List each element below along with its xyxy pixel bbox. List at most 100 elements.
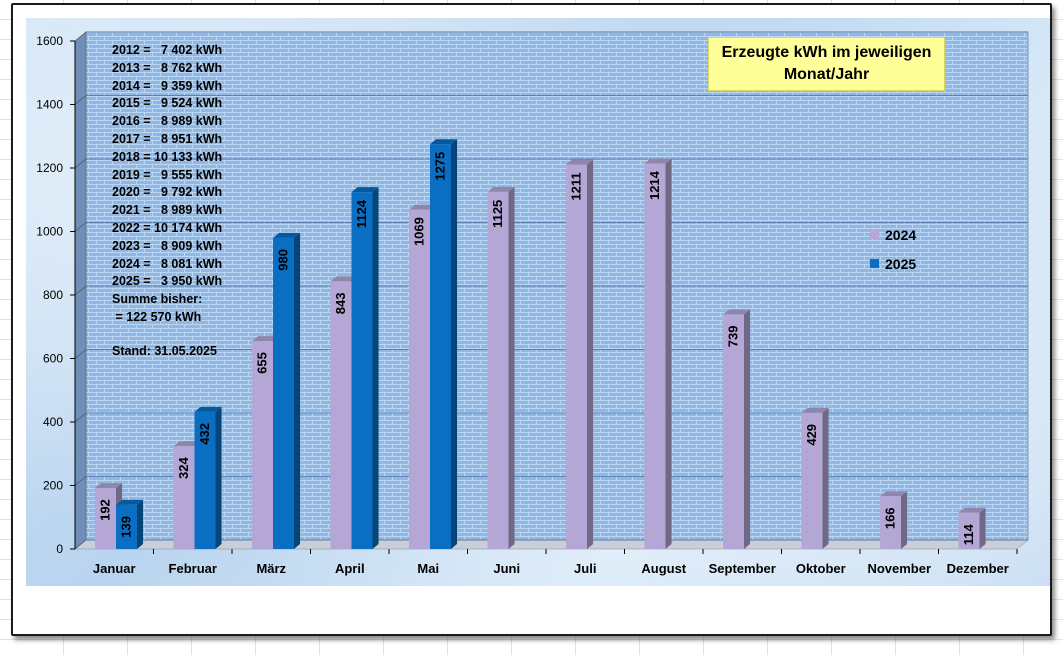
bar-2024-Oktober[interactable]: 429: [801, 407, 829, 549]
bar-2025-April[interactable]: 1124: [351, 187, 379, 549]
bar-2024-Juli[interactable]: 1211: [566, 159, 594, 549]
bar-front-face: [252, 341, 273, 549]
data-label: 166: [883, 507, 898, 529]
x-tick-label: März: [256, 561, 286, 576]
bar-front-face: [330, 281, 352, 549]
bar-2024-Juni[interactable]: 1125: [487, 186, 515, 550]
bar-side-face: [901, 491, 908, 549]
total-2018: 2018 = 10 133 kWh: [112, 149, 223, 164]
bar-side-face: [587, 159, 594, 549]
gridline-side: [74, 412, 87, 423]
bar-front-face: [723, 314, 744, 549]
bar-top-face: [566, 159, 594, 165]
bar-side-face: [744, 309, 751, 549]
bar-top-face: [252, 336, 280, 342]
total-2012: 2012 = 7 402 kWh: [112, 43, 223, 57]
bar-front-face: [194, 411, 216, 549]
data-label: 1069: [412, 217, 427, 246]
bar-front-face: [880, 496, 901, 549]
data-label: 192: [98, 499, 113, 521]
bar-top-face: [644, 158, 672, 164]
bar-front-face: [958, 512, 980, 549]
total-2025: 2025 = 3 950 kWh: [112, 274, 223, 289]
legend-label-2024: 2024: [885, 226, 917, 243]
legend-swatch-2025: [870, 259, 879, 268]
x-tick-label: August: [641, 561, 686, 576]
legend-swatch-2024: [870, 230, 879, 239]
total-2019: 2019 = 9 555 kWh: [112, 167, 223, 182]
sum-label: Summe bisher:: [112, 292, 203, 307]
bar-2025-Mai[interactable]: 1275: [430, 139, 458, 550]
bar-top-face: [409, 204, 437, 210]
bar-front-face: [566, 164, 587, 549]
bar-top-face: [351, 187, 379, 193]
total-2021: 2021 = 8 989 kWh: [112, 203, 223, 218]
y-tick-label: 1000: [36, 225, 63, 239]
x-tick-label: November: [867, 561, 931, 576]
bar-2025-März[interactable]: 980: [273, 232, 301, 549]
bar-top-face: [273, 232, 301, 238]
data-label: 1211: [569, 172, 584, 200]
bar-side-face: [979, 507, 986, 549]
bar-2024-September[interactable]: 739: [723, 309, 751, 549]
bar-side-face: [215, 406, 222, 549]
data-label: 1124: [354, 199, 369, 228]
bar-top-face: [487, 186, 515, 192]
bar-front-face: [273, 237, 294, 549]
gridline-side: [74, 95, 87, 105]
chart-legend[interactable]: 2024 2025: [870, 220, 916, 278]
data-label: 1125: [490, 200, 505, 228]
bar-top-face: [801, 407, 829, 413]
bar-front-face: [801, 412, 823, 549]
bar-top-face: [194, 406, 222, 412]
gridline-side: [74, 476, 87, 486]
x-tick-label: Juli: [574, 561, 596, 576]
chart-title-line-1: Erzeugte kWh im jeweiligen: [721, 44, 932, 61]
yearly-totals-annotation: 2012 = 7 402 kWh 2013 = 8 762 kWh 2014 =…: [112, 42, 222, 361]
data-label: 1214: [647, 170, 662, 200]
total-2020: 2020 = 9 792 kWh: [112, 185, 223, 200]
data-label: 980: [276, 249, 291, 271]
x-tick-label: Dezember: [947, 561, 1009, 576]
gridline-side: [74, 539, 87, 550]
bar-front-face: [409, 209, 430, 549]
legend-item-2024: 2024: [870, 220, 916, 249]
bar-2025-Februar[interactable]: 432: [194, 406, 222, 549]
y-tick-label: 0: [56, 542, 63, 556]
bar-2024-November[interactable]: 166: [880, 491, 908, 549]
x-tick-label: Juni: [493, 561, 520, 576]
bar-top-face: [430, 139, 458, 145]
bar-top-face: [330, 276, 358, 282]
data-label: 655: [255, 352, 270, 374]
gridline-side: [74, 158, 87, 169]
bar-side-face: [451, 139, 458, 550]
data-label: 139: [119, 516, 134, 538]
bar-front-face: [644, 163, 666, 549]
bar-top-face: [95, 483, 123, 489]
total-2014: 2014 = 9 359 kWh: [112, 78, 223, 93]
y-tick-label: 800: [43, 288, 63, 302]
chart-title[interactable]: Erzeugte kWh im jeweiligen Monat/Jahr: [708, 37, 945, 91]
bar-front-face: [95, 488, 116, 549]
gridline-side: [74, 31, 87, 42]
bar-2025-Januar[interactable]: 139: [116, 499, 144, 549]
total-2024: 2024 = 8 081 kWh: [112, 256, 223, 271]
bar-front-face: [430, 144, 451, 549]
bar-side-face: [137, 499, 144, 549]
total-2023: 2023 = 8 909 kWh: [112, 238, 223, 253]
gridline-side: [74, 285, 87, 296]
bar-2024-Dezember[interactable]: 114: [958, 507, 986, 549]
x-tick-label: Februar: [169, 561, 217, 576]
sum-value: = 122 570 kWh: [112, 309, 202, 324]
bar-side-face: [665, 158, 672, 550]
y-tick-label: 600: [43, 352, 63, 366]
data-label: 429: [804, 424, 819, 446]
x-tick-label: Januar: [93, 561, 136, 576]
bar-2024-August[interactable]: 1214: [644, 158, 672, 550]
total-2017: 2017 = 8 951 kWh: [112, 131, 223, 146]
bar-side-face: [372, 187, 379, 549]
data-label: 843: [333, 292, 348, 314]
total-2016: 2016 = 8 989 kWh: [112, 114, 223, 129]
y-tick-label: 400: [43, 415, 63, 429]
bar-front-face: [116, 504, 137, 549]
